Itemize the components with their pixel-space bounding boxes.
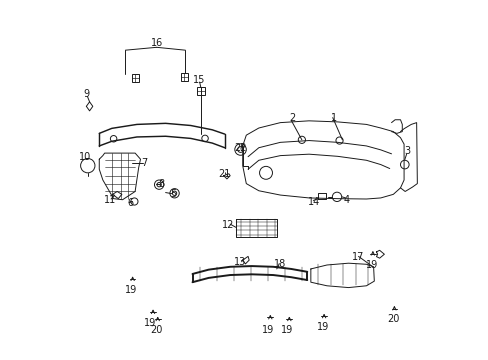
Text: 19: 19 (261, 325, 273, 335)
Bar (180, 73, 187, 81)
Text: 19: 19 (124, 285, 137, 296)
Text: 19: 19 (144, 319, 156, 328)
Text: 20: 20 (386, 314, 399, 324)
Text: 18: 18 (274, 259, 286, 269)
Text: 5: 5 (170, 189, 176, 199)
Text: 11: 11 (103, 195, 116, 205)
Text: 8: 8 (158, 179, 164, 189)
Text: 13: 13 (234, 257, 246, 267)
Text: 7: 7 (142, 158, 148, 168)
Text: 21: 21 (218, 168, 230, 179)
Text: 19: 19 (280, 325, 292, 335)
Text: 17: 17 (352, 252, 364, 262)
Text: 3: 3 (404, 146, 410, 156)
Text: 10: 10 (79, 152, 91, 162)
Text: 16: 16 (150, 38, 163, 48)
Text: 14: 14 (307, 197, 320, 207)
Text: 19: 19 (316, 322, 328, 332)
Text: 12: 12 (222, 220, 234, 230)
Text: 20: 20 (150, 325, 163, 335)
Text: 22: 22 (233, 143, 246, 153)
Text: 9: 9 (83, 89, 90, 99)
Text: 15: 15 (192, 75, 205, 85)
Bar (131, 74, 139, 82)
Bar (196, 87, 204, 95)
Text: 2: 2 (288, 113, 295, 123)
Text: 19: 19 (365, 260, 377, 270)
Text: 1: 1 (330, 113, 337, 123)
Text: 4: 4 (343, 195, 349, 205)
Text: 6: 6 (127, 198, 134, 208)
